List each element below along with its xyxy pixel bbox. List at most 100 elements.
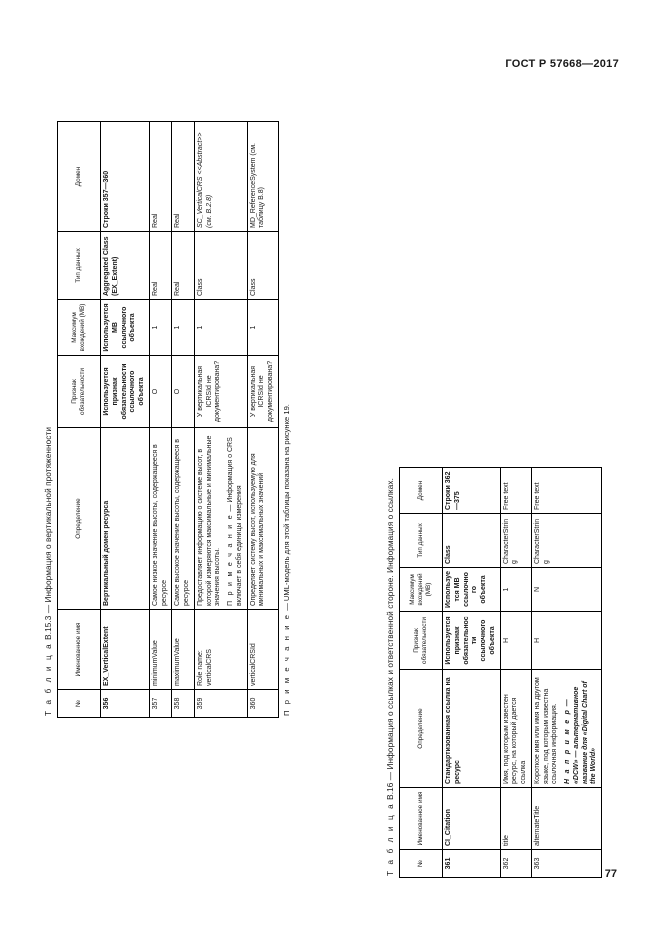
cell-name: verticalCRSId xyxy=(247,609,279,690)
note-text: UML-модель для этой таблицы показана на … xyxy=(281,404,291,602)
cell-domain: Real xyxy=(149,121,172,232)
note-label: П р и м е ч а н и е xyxy=(281,612,291,716)
cell-definition: Стандартизованная ссылка на ресурс xyxy=(442,669,500,788)
col-header-mb: Максимум вхождений (МВ) xyxy=(399,567,443,612)
cell-definition: Самое низкое значение высоты, содержащее… xyxy=(149,427,172,610)
cell-mb: N xyxy=(531,567,602,612)
cell-definition: Предоставляет информацию о системе высот… xyxy=(194,427,247,610)
caption-dash: — xyxy=(386,771,395,781)
table-header-row: № Именованное имя Определение Признак об… xyxy=(399,467,443,878)
col-header-obligation: Признак обязательности xyxy=(399,611,443,670)
cell-num: 358 xyxy=(171,689,195,718)
table-row: 360 verticalCRSId Определяет систему выс… xyxy=(247,121,279,718)
col-header-num: № xyxy=(399,849,443,878)
cell-type: Class xyxy=(442,513,500,568)
cell-mb: 1 xyxy=(171,299,195,356)
table-b15-3-caption: Т а б л и ц а В.15.3 — Информация о верт… xyxy=(44,121,53,716)
cell-definition-example: Н а п р и м е р — «DCW» — альтернативное… xyxy=(564,673,599,784)
cell-domain: Строки 357—360 xyxy=(100,121,150,232)
cell-obligation: О xyxy=(171,355,195,428)
caption-prefix: Т а б л и ц а xyxy=(44,642,53,716)
cell-domain: Free text xyxy=(500,467,532,514)
caption-prefix: Т а б л и ц а xyxy=(386,802,395,876)
table-b15-3-note: П р и м е ч а н и е — UML-модель для это… xyxy=(282,121,291,716)
standard-header: ГОСТ Р 57668—2017 xyxy=(505,58,619,70)
cell-name: alternateTitle xyxy=(531,787,602,850)
cell-definition: Определяет систему высот, используемую д… xyxy=(247,427,279,610)
cell-obligation: Используется признак обязательности ссыл… xyxy=(100,355,150,428)
cell-type: Class xyxy=(247,231,279,300)
cell-name: CI_Citation xyxy=(442,787,500,850)
cell-definition-text: Предоставляет информацию о системе высот… xyxy=(196,435,222,606)
col-header-domain: Домен xyxy=(399,467,443,514)
col-header-mb: Максимум вхождений (МВ) xyxy=(57,299,101,356)
cell-mb: Используется МВ ссылочного объекта xyxy=(442,567,500,612)
cell-domain: Free text xyxy=(531,467,602,514)
cell-num: 359 xyxy=(194,689,247,718)
cell-obligation: У вертикальная ICRSId не документирована… xyxy=(247,355,279,428)
caption-number: В.15.3 xyxy=(44,615,53,640)
table-row: 363 alternateTitle Короткое имя или имя … xyxy=(531,467,602,878)
cell-name: minimumValue xyxy=(149,609,172,690)
cell-domain: MD_ReferenceSystem (см. таблицу В.8) xyxy=(247,121,279,232)
cell-type: Aggregated Class (EX_Extent) xyxy=(100,231,150,300)
caption-number: В.16 xyxy=(386,782,395,800)
col-header-num: № xyxy=(57,689,101,718)
cell-num: 363 xyxy=(531,849,602,878)
cell-mb: 1 xyxy=(247,299,279,356)
cell-definition: Вертикальный домен ресурса xyxy=(100,427,150,610)
cell-obligation: Н xyxy=(531,611,602,670)
cell-num: 357 xyxy=(149,689,172,718)
table-b16: № Именованное имя Определение Признак об… xyxy=(399,467,602,878)
col-header-domain: Домен xyxy=(57,121,101,232)
cell-mb: 1 xyxy=(194,299,247,356)
table-row: 359 Role name: verticalCRS Предоставляет… xyxy=(194,121,247,718)
cell-num: 360 xyxy=(247,689,279,718)
cell-obligation: Используется признак обязательности ссыл… xyxy=(442,611,500,670)
cell-num: 362 xyxy=(500,849,532,878)
col-header-definition: Определение xyxy=(399,669,443,788)
table-b15-3-block: Т а б л и ц а В.15.3 — Информация о верт… xyxy=(44,121,291,718)
col-header-type: Тип данных xyxy=(399,513,443,568)
cell-name: EX_VerticalExtent xyxy=(100,609,150,690)
cell-definition: Имя, под которым известен ресурс, на кот… xyxy=(500,669,532,788)
cell-definition: Самое высокое значение высоты, содержаще… xyxy=(171,427,195,610)
cell-type: Real xyxy=(171,231,195,300)
cell-definition: Короткое имя или имя на другом языке, по… xyxy=(531,669,602,788)
cell-domain: Строки 362—375 xyxy=(442,467,500,514)
example-label: Н а п р и м е р xyxy=(564,708,571,784)
col-header-obligation: Признак обязательности xyxy=(57,355,101,428)
cell-obligation: О xyxy=(149,355,172,428)
table-row: 356 EX_VerticalExtent Вертикальный домен… xyxy=(100,121,150,718)
cell-name: Role name: verticalCRS xyxy=(194,609,247,690)
table-row: 357 minimumValue Самое низкое значение в… xyxy=(149,121,172,718)
table-row: 361 CI_Citation Стандартизованная ссылка… xyxy=(442,467,500,878)
cell-num: 356 xyxy=(100,689,150,718)
cell-mb: 1 xyxy=(149,299,172,356)
table-row: 362 title Имя, под которым известен ресу… xyxy=(500,467,532,878)
cell-type: Class xyxy=(194,231,247,300)
note-label: П р и м е ч а н и е xyxy=(227,513,234,606)
cell-name: maximumValue xyxy=(171,609,195,690)
cell-num: 361 xyxy=(442,849,500,878)
col-header-name: Именованное имя xyxy=(399,787,443,850)
col-header-type: Тип данных xyxy=(57,231,101,300)
cell-type: CharacterString xyxy=(531,513,602,568)
caption-dash: — xyxy=(44,604,53,614)
table-b16-block: Т а б л и ц а В.16 — Информация о ссылка… xyxy=(386,467,602,878)
cell-type: Real xyxy=(149,231,172,300)
table-b16-caption: Т а б л и ц а В.16 — Информация о ссылка… xyxy=(386,467,395,876)
cell-definition-note: П р и м е ч а н и е — Информация о CRS в… xyxy=(227,431,245,606)
page-number: 77 xyxy=(604,868,617,880)
col-header-name: Именованное имя xyxy=(57,609,101,690)
cell-obligation: Н xyxy=(500,611,532,670)
caption-title: Информация о вертикальной протяженности xyxy=(44,426,53,603)
cell-mb: Используется МВ ссылочного объекта xyxy=(100,299,150,356)
cell-mb: 1 xyxy=(500,567,532,612)
note-dash: — xyxy=(281,603,291,611)
table-row: 358 maximumValue Самое высокое значение … xyxy=(171,121,195,718)
cell-type: CharacterString xyxy=(500,513,532,568)
col-header-definition: Определение xyxy=(57,427,101,610)
cell-definition-text: Короткое имя или имя на другом языке, по… xyxy=(533,677,559,784)
cell-domain: SC_VerticalCRS <<Abstract>> (см. В.2.8) xyxy=(194,121,247,232)
